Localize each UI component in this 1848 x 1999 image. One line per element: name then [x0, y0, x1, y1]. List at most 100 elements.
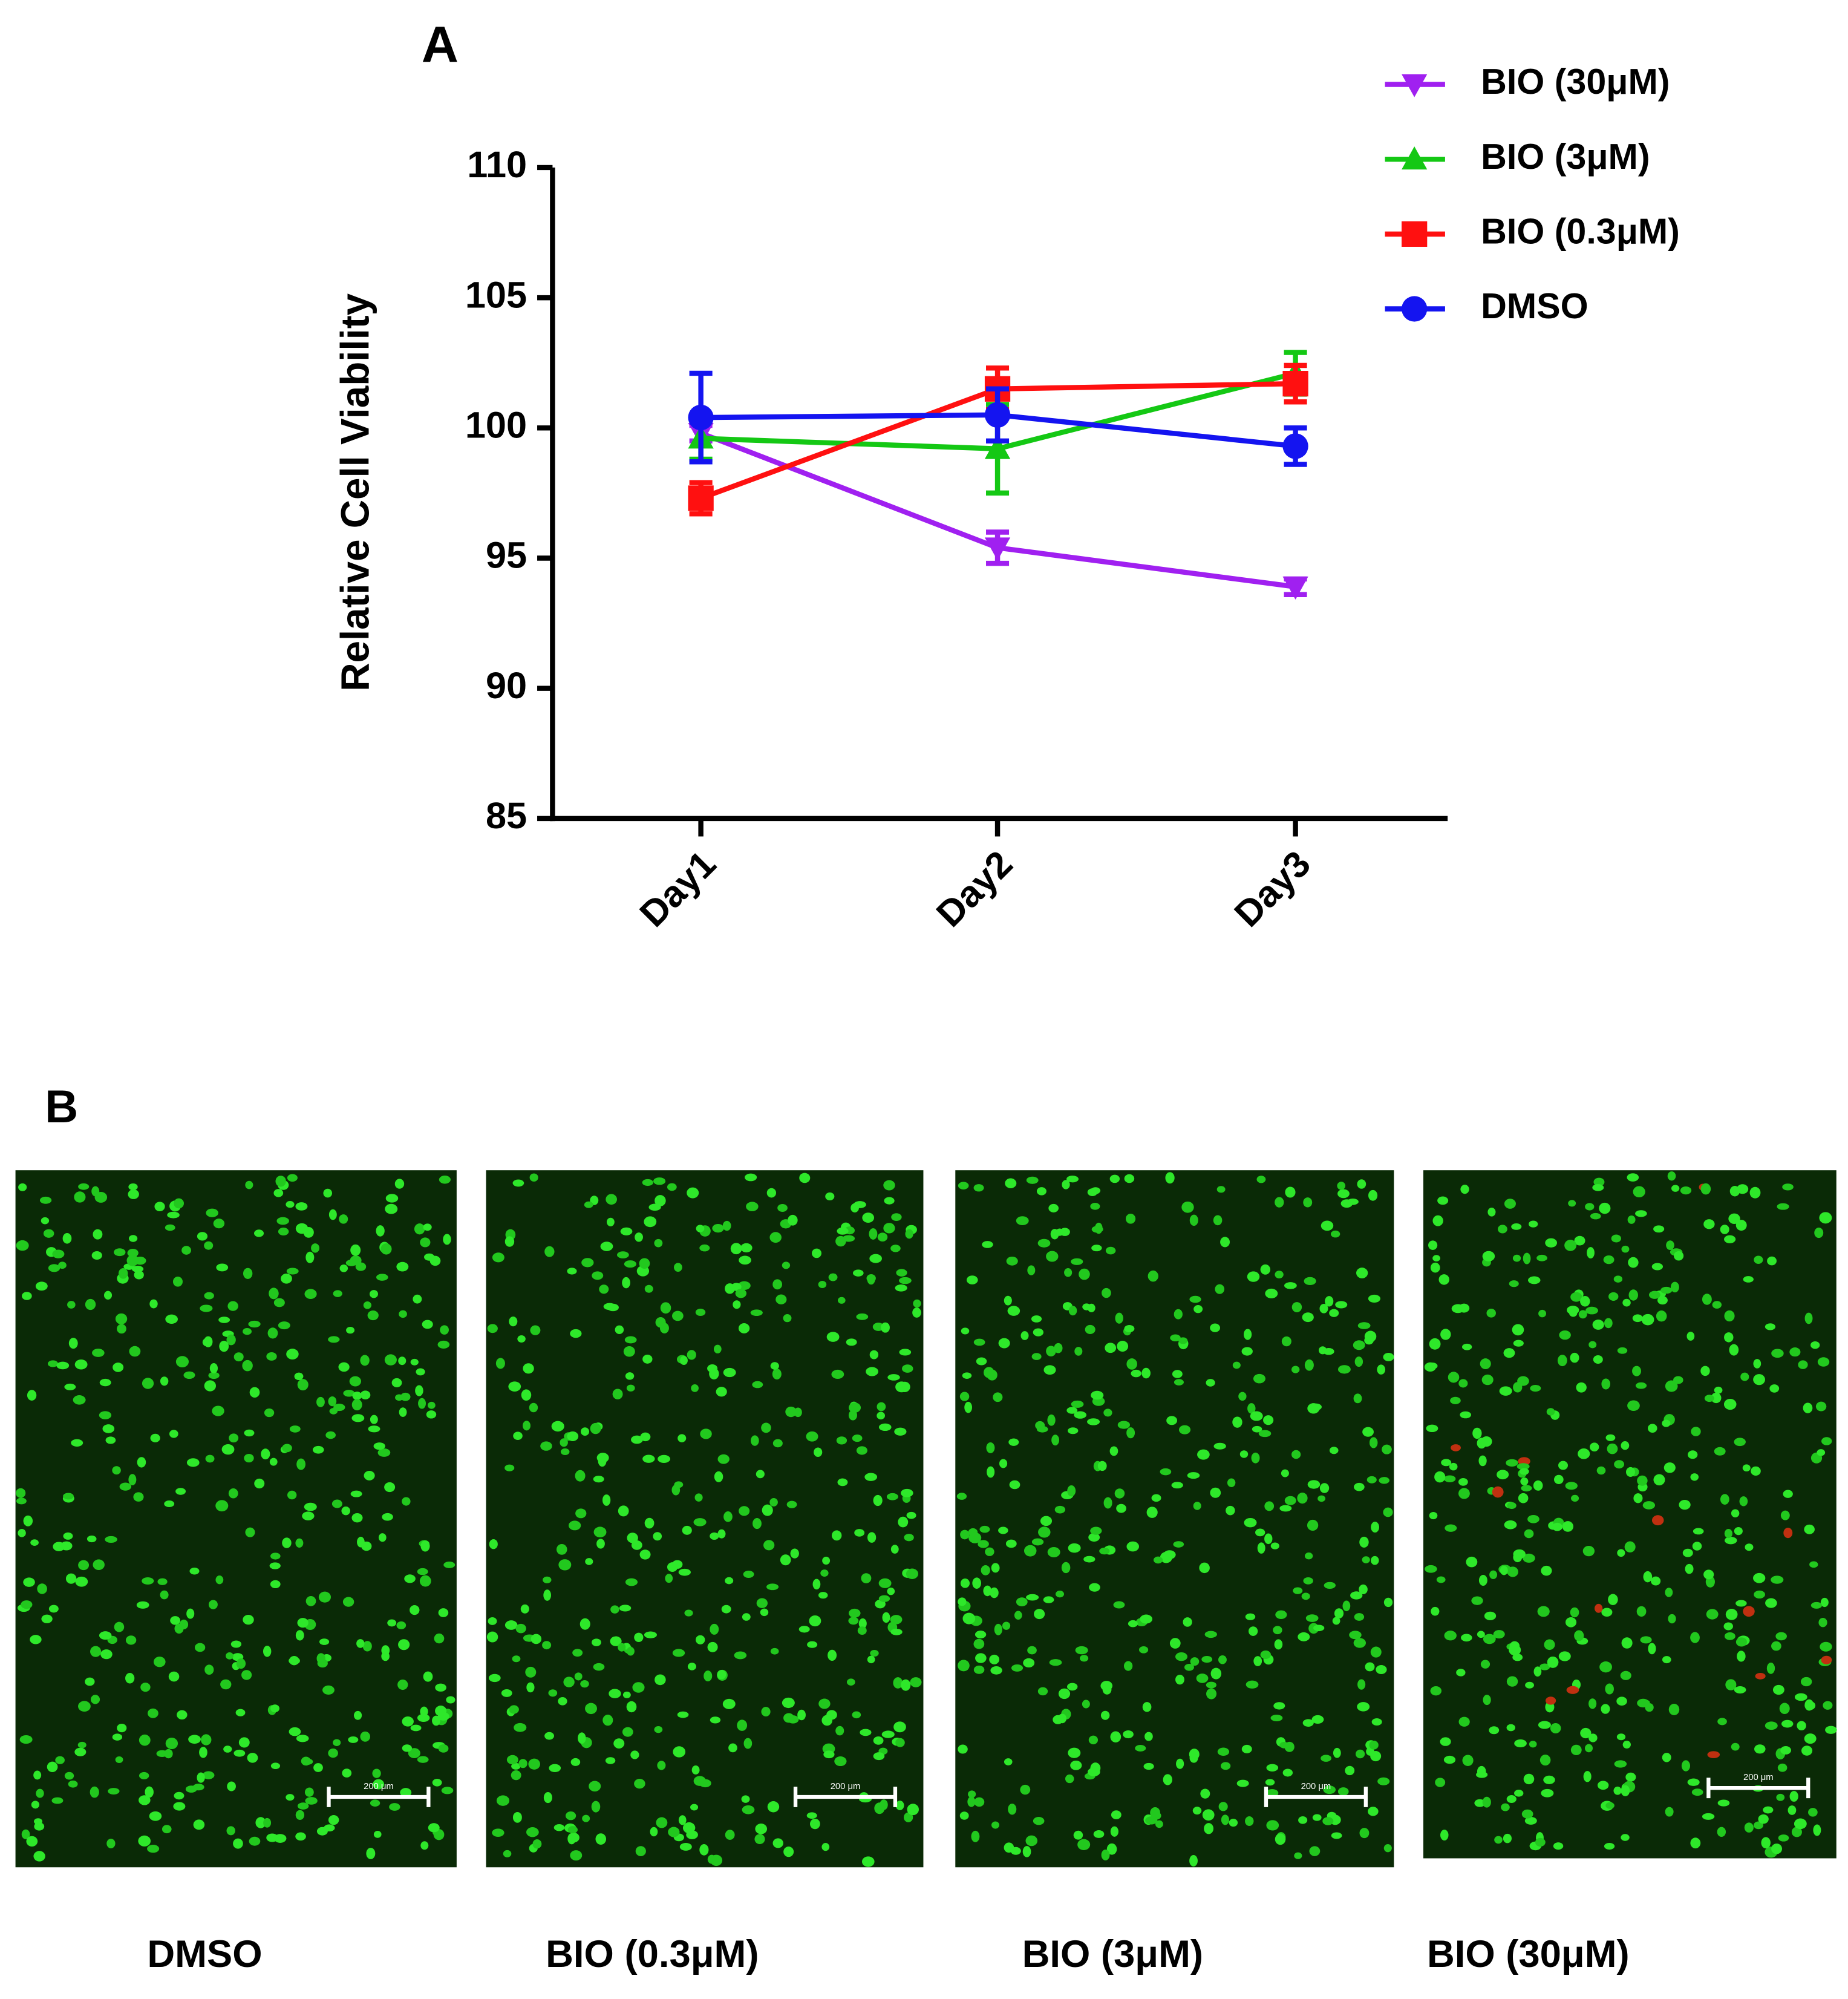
cell — [575, 1470, 586, 1482]
cell — [1009, 1480, 1020, 1490]
cell — [886, 1493, 898, 1500]
cell — [1458, 1716, 1470, 1727]
cell — [233, 1352, 244, 1362]
cell — [1275, 1610, 1287, 1620]
cell — [655, 1674, 666, 1686]
cell — [994, 1623, 1002, 1635]
cell — [890, 1245, 901, 1252]
cell — [1362, 1427, 1374, 1437]
cell — [1057, 1713, 1067, 1724]
cell — [893, 1721, 906, 1733]
cell — [1144, 1732, 1153, 1741]
cell — [777, 1203, 788, 1212]
cell — [1703, 1569, 1714, 1580]
cell — [783, 1847, 794, 1857]
cell — [1068, 1747, 1081, 1758]
cell — [1189, 1295, 1201, 1303]
cell — [1771, 1844, 1783, 1854]
cell — [1604, 1843, 1615, 1850]
cell — [1781, 1719, 1794, 1728]
cell — [1193, 1305, 1203, 1314]
cell — [878, 1595, 890, 1602]
cell — [1664, 1462, 1676, 1473]
cell — [1303, 1197, 1313, 1208]
cell — [1513, 1382, 1523, 1393]
cell — [1521, 1485, 1532, 1492]
cell — [428, 1401, 436, 1409]
cell — [668, 1827, 680, 1837]
cell — [103, 1291, 113, 1300]
cell — [1010, 1847, 1021, 1855]
cell — [1430, 1686, 1442, 1696]
cell — [150, 1433, 160, 1442]
cell — [766, 1188, 777, 1198]
cell — [1509, 1280, 1519, 1287]
micrograph: 200 μm — [955, 1170, 1394, 1868]
cell — [1294, 1852, 1302, 1859]
cell — [674, 1263, 682, 1272]
cell — [1105, 1343, 1117, 1353]
cell — [1651, 1576, 1661, 1586]
cell — [1544, 1639, 1555, 1651]
cell — [1227, 1478, 1236, 1487]
cell — [1293, 1587, 1303, 1594]
cell — [635, 1232, 643, 1242]
cell — [1578, 1448, 1590, 1459]
cell — [1735, 1220, 1747, 1231]
cell — [694, 1493, 703, 1502]
cell — [1692, 1542, 1702, 1551]
cell — [1437, 1196, 1449, 1205]
cell — [1302, 1312, 1314, 1323]
cell — [877, 1232, 888, 1242]
marker — [688, 404, 714, 431]
cell — [1782, 1183, 1794, 1191]
cell — [1305, 1614, 1319, 1622]
cell — [27, 1390, 37, 1401]
cell — [1102, 1684, 1112, 1695]
cell — [296, 1458, 306, 1470]
cell — [1281, 1469, 1289, 1477]
cell — [1274, 1639, 1283, 1650]
cell — [1068, 1543, 1081, 1553]
image-caption: BIO (3μM) — [1022, 1933, 1203, 1975]
cell — [404, 1574, 416, 1583]
cell — [904, 1534, 914, 1542]
cell — [821, 1843, 830, 1851]
cell — [540, 1441, 552, 1451]
cell — [1353, 1638, 1366, 1648]
cell — [1145, 1816, 1158, 1825]
cell — [869, 1254, 882, 1263]
image-caption: BIO (0.3μM) — [546, 1933, 759, 1975]
cell — [1481, 1374, 1494, 1386]
cell — [136, 1601, 149, 1609]
cell — [998, 1338, 1010, 1349]
cell — [973, 1638, 985, 1649]
cell — [1487, 1207, 1496, 1217]
cell — [717, 1529, 726, 1539]
marker — [984, 436, 1011, 459]
cell — [667, 1562, 678, 1572]
cell — [342, 1768, 352, 1778]
cell — [1665, 1588, 1673, 1597]
cell — [230, 1640, 242, 1648]
cell — [1460, 1185, 1469, 1194]
cell — [1284, 1282, 1297, 1289]
cell — [328, 1336, 340, 1343]
cell — [565, 1811, 576, 1821]
cell — [1538, 1721, 1551, 1729]
cell — [1514, 1790, 1524, 1797]
cell — [1456, 1669, 1466, 1677]
cell — [162, 1825, 172, 1834]
cell — [1366, 1476, 1377, 1484]
cell — [905, 1229, 913, 1239]
cell — [408, 1748, 420, 1759]
cell — [902, 1364, 913, 1373]
cell — [1046, 1251, 1059, 1262]
cell — [1037, 1687, 1048, 1696]
cell — [1282, 1768, 1293, 1777]
cell — [23, 1577, 35, 1587]
cell — [1460, 1411, 1472, 1419]
cell — [1213, 1442, 1226, 1450]
cell — [722, 1220, 731, 1231]
cell — [1574, 1235, 1585, 1246]
